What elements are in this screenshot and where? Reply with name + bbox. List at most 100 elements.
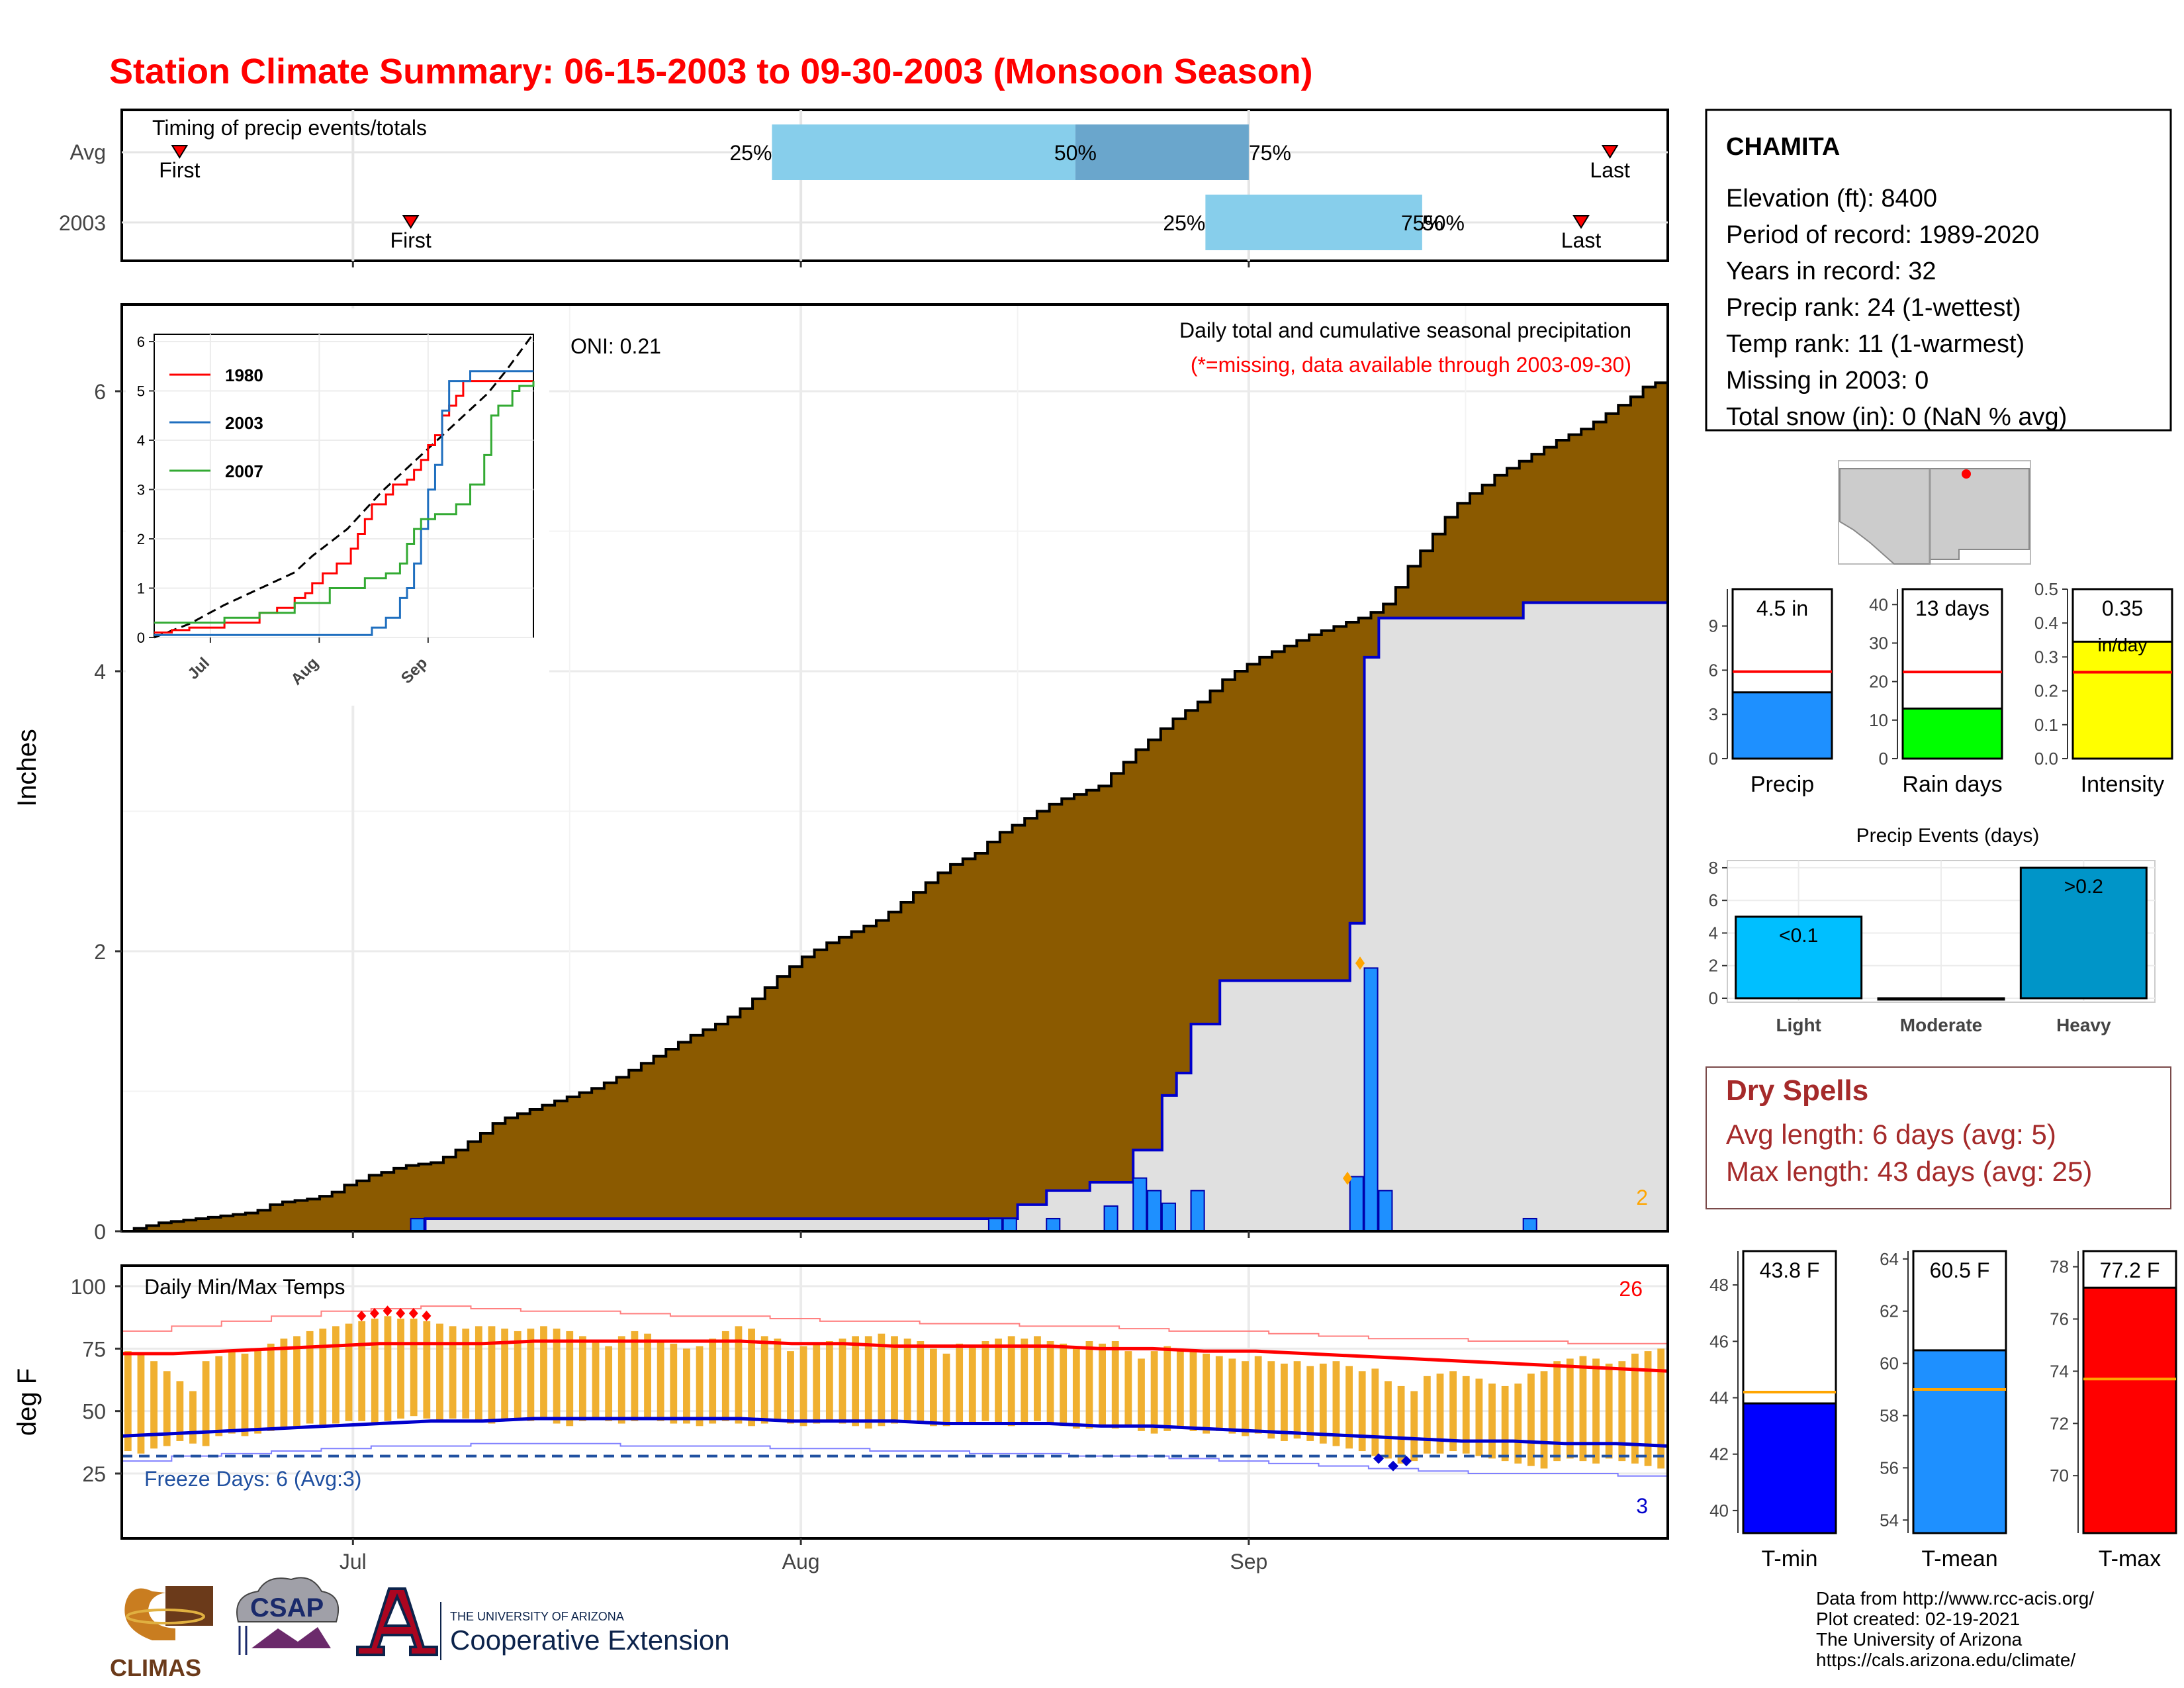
daily-temp-bar — [968, 1346, 976, 1424]
daily-temp-bar — [1319, 1363, 1327, 1444]
daily-temp-bar — [137, 1353, 145, 1454]
temp-bar-y-tick-label: 40 — [1709, 1501, 1729, 1521]
count-label: 2 — [1636, 1186, 1648, 1209]
daily-temp-bar — [748, 1329, 755, 1427]
daily-temp-bar — [709, 1338, 717, 1424]
daily-temp-bar — [280, 1338, 288, 1429]
daily-temp-bar — [384, 1316, 392, 1421]
events-bar-light — [1735, 915, 1863, 1000]
inset-y-tick-label: 5 — [137, 383, 145, 400]
mini-y-tick-label: 0.0 — [2034, 749, 2058, 769]
daily-temp-bar — [917, 1341, 925, 1424]
daily-temp-bar — [1124, 1351, 1132, 1427]
daily-temp-bar — [163, 1371, 171, 1446]
csap-wordmark: CSAP — [250, 1593, 324, 1622]
daily-temp-bar — [1605, 1363, 1613, 1459]
daily-temp-bar — [1021, 1338, 1028, 1424]
daily-temp-bar — [864, 1336, 872, 1429]
daily-temp-bar — [1618, 1361, 1626, 1462]
daily-temp-bar — [644, 1333, 651, 1419]
mini-bar-label: Rain days — [1902, 772, 2002, 797]
daily-temp-bar — [1436, 1374, 1444, 1454]
mini-bar-label: Intensity — [2081, 772, 2165, 797]
timing-marker-first — [171, 145, 189, 159]
daily-temp-bar — [735, 1326, 743, 1424]
timing-label-50: 50% — [1422, 211, 1465, 235]
locator-map — [1838, 460, 2031, 565]
temp-bar-y-tick-label: 70 — [2050, 1466, 2069, 1485]
hot-day-marker — [369, 1308, 379, 1319]
inset-series-2007 — [154, 381, 535, 624]
daily-temp-bar — [1358, 1371, 1366, 1452]
daily-temp-bar — [1150, 1351, 1158, 1434]
mini-y-tick-label: 0 — [1709, 749, 1718, 769]
daily-temp-bar — [540, 1326, 547, 1419]
daily-temp-bar — [1215, 1356, 1223, 1431]
daily-temp-bar — [1553, 1361, 1561, 1462]
timing-label-50: 50% — [1054, 141, 1097, 165]
mini-bar-value-label: 0.35 — [2102, 596, 2143, 620]
daily-temp-bar — [657, 1341, 664, 1421]
mini-bar-value — [2071, 640, 2173, 760]
daily-temp-bar — [605, 1346, 613, 1421]
daily-temp-bar — [332, 1326, 340, 1424]
daily-temp-bar — [1267, 1361, 1275, 1439]
timing-row-2003-label: 2003 — [59, 211, 106, 235]
obs-cumulative-precip-area — [122, 602, 1668, 1231]
daily-temp-bar — [813, 1343, 821, 1424]
map-station-marker — [1962, 469, 1971, 479]
tmax-record-line — [122, 1305, 1668, 1344]
mini-y-tick-label: 0.1 — [2034, 715, 2058, 735]
events-x-label: Light — [1776, 1015, 1821, 1035]
events-x-label: Heavy — [2056, 1015, 2111, 1035]
timing-label-last: Last — [1590, 158, 1630, 182]
dry-spells-box: Dry Spells Avg length: 6 days (avg: 5) M… — [1706, 1066, 2171, 1209]
mini-y-tick-label: 0.2 — [2034, 681, 2058, 701]
dry-spells-avg: Avg length: 6 days (avg: 5) — [1726, 1119, 2056, 1150]
daily-temp-bar — [1138, 1358, 1145, 1431]
mini-bar-value-unit: in/day — [2098, 635, 2148, 655]
inset-y-tick-label: 3 — [137, 482, 145, 498]
inset-avg-line — [154, 333, 535, 639]
daily-temp-bar — [1644, 1351, 1652, 1466]
temp-bar-y-tick-label: 58 — [1880, 1406, 1899, 1426]
daily-temp-bar — [202, 1361, 210, 1446]
daily-temp-bar — [423, 1321, 431, 1419]
daily-temp-bar — [1281, 1363, 1288, 1441]
hot-day-marker — [422, 1310, 432, 1321]
temp-y-tick-label: 75 — [82, 1337, 106, 1361]
temp-bar-label: T-min — [1762, 1546, 1818, 1571]
temp-bar-y-tick-label: 78 — [2050, 1257, 2069, 1277]
daily-temp-bar — [228, 1351, 236, 1434]
temp-bar-y-tick-label: 44 — [1709, 1388, 1729, 1408]
daily-temp-bar — [1631, 1353, 1639, 1464]
cold-day-marker — [1388, 1460, 1398, 1472]
daily-temp-bar — [553, 1329, 561, 1424]
inset-y-tick-label: 6 — [137, 334, 145, 350]
timing-marker-last — [1601, 145, 1619, 159]
inset-legend: 1980 2003 2007 — [169, 365, 263, 481]
station-box-frame — [1705, 109, 2172, 432]
daily-temp-bar — [1332, 1361, 1340, 1446]
station-temp-rank: Temp rank: 11 (1-warmest) — [1726, 330, 2025, 358]
temp-y-tick-label: 25 — [82, 1462, 106, 1486]
timing-bar-50-75 — [1075, 124, 1249, 180]
daily-temp-bar — [1228, 1358, 1236, 1434]
events-y-tick-label: 2 — [1709, 956, 1718, 976]
daily-temp-bar — [527, 1329, 535, 1421]
timing-label-25: 25% — [1163, 211, 1205, 235]
daily-temp-bar — [306, 1331, 314, 1424]
mini-y-tick-label: 20 — [1869, 672, 1888, 692]
map-newmexico-state — [1929, 468, 2030, 560]
precip-subtitle: Daily total and cumulative seasonal prec… — [1179, 318, 1631, 342]
daily-temp-bar — [410, 1319, 418, 1417]
precip-y-ticks: 0 2 4 6 — [94, 380, 122, 1244]
daily-temp-bar — [1254, 1356, 1262, 1434]
dry-spells-title: Dry Spells — [1726, 1074, 1868, 1107]
events-chart-title: Precip Events (days) — [1856, 825, 2040, 847]
precip-y-tick-label: 4 — [94, 660, 106, 684]
daily-temp-bar — [1111, 1341, 1119, 1429]
station-precip-rank: Precip rank: 24 (1-wettest) — [1726, 294, 2021, 322]
station-missing: Missing in 2003: 0 — [1726, 367, 1929, 395]
